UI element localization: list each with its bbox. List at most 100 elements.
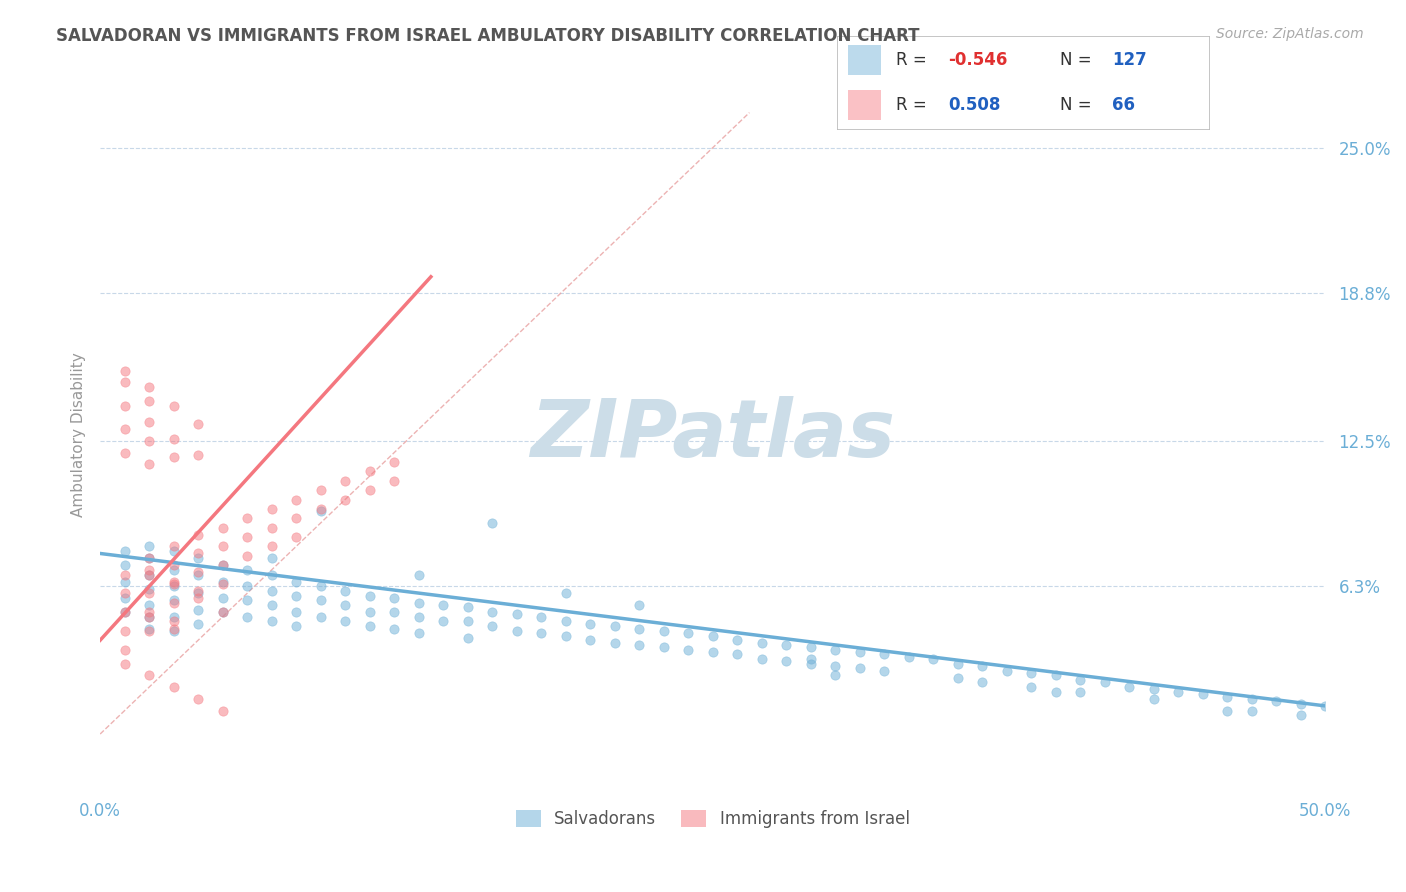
Text: Source: ZipAtlas.com: Source: ZipAtlas.com xyxy=(1216,27,1364,41)
Point xyxy=(211,591,233,605)
Point xyxy=(236,563,259,577)
Point xyxy=(162,399,184,413)
Point xyxy=(162,593,184,607)
Point xyxy=(1315,698,1337,713)
Point xyxy=(725,633,748,648)
Point xyxy=(1143,691,1166,706)
Text: N =: N = xyxy=(1060,96,1097,114)
Point xyxy=(138,380,160,394)
Point xyxy=(432,615,454,629)
Point xyxy=(114,376,136,390)
Point xyxy=(579,616,602,631)
Text: -0.546: -0.546 xyxy=(948,51,1008,69)
Point xyxy=(211,605,233,619)
Point xyxy=(285,605,308,619)
Point xyxy=(211,540,233,554)
Point xyxy=(554,615,576,629)
Point xyxy=(457,631,479,645)
Point xyxy=(187,603,209,617)
Text: 0.508: 0.508 xyxy=(948,96,1001,114)
Point xyxy=(162,615,184,629)
Point xyxy=(285,511,308,525)
Point xyxy=(187,567,209,582)
Legend: Salvadorans, Immigrants from Israel: Salvadorans, Immigrants from Israel xyxy=(509,803,917,834)
Point xyxy=(114,544,136,558)
Point xyxy=(114,445,136,459)
Point xyxy=(603,619,626,633)
Text: SALVADORAN VS IMMIGRANTS FROM ISRAEL AMBULATORY DISABILITY CORRELATION CHART: SALVADORAN VS IMMIGRANTS FROM ISRAEL AMB… xyxy=(56,27,920,45)
Point xyxy=(800,657,823,671)
Point xyxy=(138,609,160,624)
Point xyxy=(382,591,405,605)
Point xyxy=(211,605,233,619)
Point xyxy=(457,600,479,615)
Point xyxy=(725,648,748,662)
Point xyxy=(114,605,136,619)
Point xyxy=(1045,668,1067,682)
Point xyxy=(187,546,209,560)
Point xyxy=(946,671,969,685)
Point xyxy=(432,598,454,612)
Bar xyxy=(848,90,882,120)
Point xyxy=(800,652,823,666)
Point xyxy=(824,668,846,682)
Point xyxy=(800,640,823,655)
Point xyxy=(260,567,283,582)
Point xyxy=(505,607,527,622)
Point xyxy=(138,622,160,636)
Point xyxy=(138,551,160,566)
Point xyxy=(138,605,160,619)
Point xyxy=(211,558,233,573)
Point xyxy=(187,417,209,432)
Point xyxy=(897,649,920,664)
Point xyxy=(138,540,160,554)
Point xyxy=(333,598,356,612)
Point xyxy=(848,661,870,675)
Point xyxy=(162,540,184,554)
Point xyxy=(138,609,160,624)
Point xyxy=(359,619,381,633)
Point xyxy=(114,363,136,377)
Point xyxy=(211,558,233,573)
Point xyxy=(187,591,209,605)
Point xyxy=(236,549,259,563)
Point xyxy=(138,668,160,682)
Text: R =: R = xyxy=(896,96,932,114)
Point xyxy=(1118,680,1140,694)
Point xyxy=(1069,673,1091,687)
Point xyxy=(309,609,332,624)
Y-axis label: Ambulatory Disability: Ambulatory Disability xyxy=(72,352,86,517)
Point xyxy=(676,642,699,657)
Point xyxy=(236,593,259,607)
Point xyxy=(114,422,136,436)
Point xyxy=(162,596,184,610)
Point xyxy=(138,586,160,600)
Point xyxy=(138,434,160,448)
Point xyxy=(138,598,160,612)
Point xyxy=(652,624,675,638)
Point xyxy=(457,615,479,629)
Point xyxy=(138,458,160,472)
Point xyxy=(946,657,969,671)
Point xyxy=(162,574,184,589)
Point xyxy=(1069,685,1091,699)
Point xyxy=(333,584,356,599)
Point xyxy=(972,659,994,673)
Point xyxy=(138,563,160,577)
Point xyxy=(1143,682,1166,697)
Point xyxy=(187,448,209,462)
Point xyxy=(333,492,356,507)
Point xyxy=(285,574,308,589)
Point xyxy=(187,551,209,566)
Point xyxy=(162,577,184,591)
Point xyxy=(138,624,160,638)
Point xyxy=(162,624,184,638)
Point xyxy=(1019,666,1042,681)
Point xyxy=(211,577,233,591)
Point xyxy=(309,483,332,497)
Point xyxy=(162,544,184,558)
Point xyxy=(382,622,405,636)
Point xyxy=(824,642,846,657)
Point xyxy=(554,628,576,642)
Point xyxy=(1216,690,1239,704)
